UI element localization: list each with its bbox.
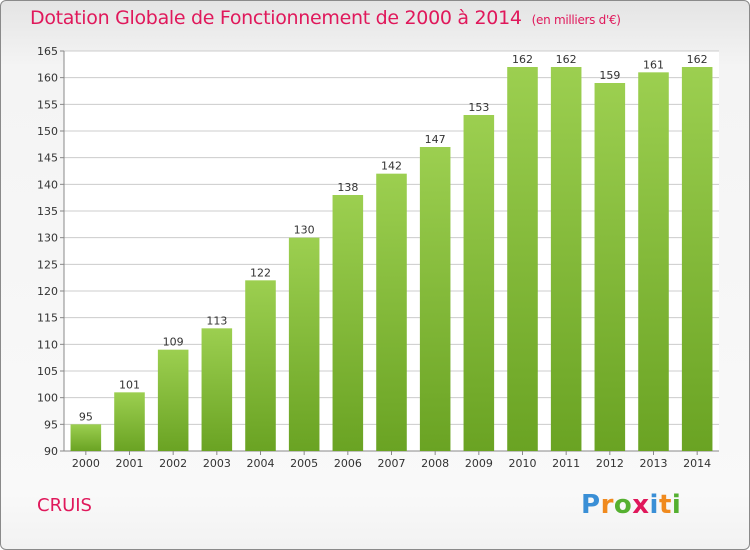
commune-name: CRUIS <box>37 495 92 516</box>
logo-letter: P <box>581 490 601 520</box>
x-tick-label: 2001 <box>116 457 144 470</box>
bar <box>157 349 189 451</box>
x-tick-label: 2000 <box>72 457 100 470</box>
bar <box>507 67 538 451</box>
bar <box>201 328 233 451</box>
data-label: 101 <box>119 378 140 391</box>
x-tick-label: 2004 <box>247 457 275 470</box>
y-tick-label: 155 <box>37 98 58 111</box>
y-tick-label: 90 <box>44 445 58 458</box>
data-label: 142 <box>381 160 402 173</box>
data-label: 161 <box>643 58 664 71</box>
y-tick-label: 95 <box>44 418 58 431</box>
data-label: 162 <box>687 53 708 66</box>
y-tick-label: 110 <box>37 338 58 351</box>
y-tick-label: 150 <box>37 125 58 138</box>
x-tick-label: 2011 <box>552 457 580 470</box>
x-tick-label: 2010 <box>509 457 537 470</box>
y-tick-label: 145 <box>37 152 58 165</box>
y-tick-label: 105 <box>37 365 58 378</box>
data-label: 109 <box>163 336 184 349</box>
logo-letter: x <box>632 490 650 520</box>
y-tick-label: 100 <box>37 392 58 405</box>
logo-letter: o <box>613 490 633 520</box>
y-tick-label: 135 <box>37 205 58 218</box>
unit-label: (en milliers d'€) <box>531 13 621 27</box>
bar <box>245 280 276 451</box>
logo-letter: r <box>600 490 614 520</box>
x-tick-label: 2009 <box>465 457 493 470</box>
x-tick-label: 2008 <box>421 457 449 470</box>
data-label: 153 <box>468 101 489 114</box>
bar <box>419 147 451 451</box>
bar <box>638 72 669 451</box>
bar <box>376 173 407 451</box>
data-label: 162 <box>512 53 533 66</box>
logo-letter: i <box>649 490 659 520</box>
data-label: 147 <box>425 133 446 146</box>
proxiti-logo: Proxiti <box>581 490 681 520</box>
bar <box>332 195 364 451</box>
data-label: 130 <box>294 224 315 237</box>
data-label: 162 <box>556 53 577 66</box>
x-tick-label: 2003 <box>203 457 231 470</box>
y-tick-label: 165 <box>37 45 58 58</box>
logo-letter: i <box>671 490 682 520</box>
y-tick-label: 140 <box>37 178 58 191</box>
y-tick-label: 125 <box>37 258 58 271</box>
y-tick-label: 115 <box>37 312 58 325</box>
x-tick-label: 2013 <box>640 457 668 470</box>
y-tick-label: 160 <box>37 72 58 85</box>
data-label: 113 <box>206 314 227 327</box>
y-tick-label: 120 <box>37 285 58 298</box>
bar <box>114 392 145 451</box>
chart-title: Dotation Globale de Fonctionnement de 20… <box>30 7 621 29</box>
bar <box>463 115 495 451</box>
bar <box>681 67 713 451</box>
bar <box>594 83 626 451</box>
y-tick-label: 130 <box>37 232 58 245</box>
data-label: 122 <box>250 266 271 279</box>
x-tick-label: 2012 <box>596 457 624 470</box>
data-label: 138 <box>337 181 358 194</box>
title-text: Dotation Globale de Fonctionnement de 20… <box>30 7 522 29</box>
x-tick-label: 2002 <box>159 457 187 470</box>
x-tick-label: 2005 <box>290 457 318 470</box>
x-tick-label: 2006 <box>334 457 362 470</box>
x-tick-label: 2007 <box>378 457 406 470</box>
data-label: 95 <box>79 410 93 423</box>
data-label: 159 <box>599 69 620 82</box>
x-tick-label: 2014 <box>683 457 711 470</box>
logo-letter: t <box>658 490 672 520</box>
bar <box>550 67 582 451</box>
bar <box>70 424 102 451</box>
bar <box>288 237 320 451</box>
